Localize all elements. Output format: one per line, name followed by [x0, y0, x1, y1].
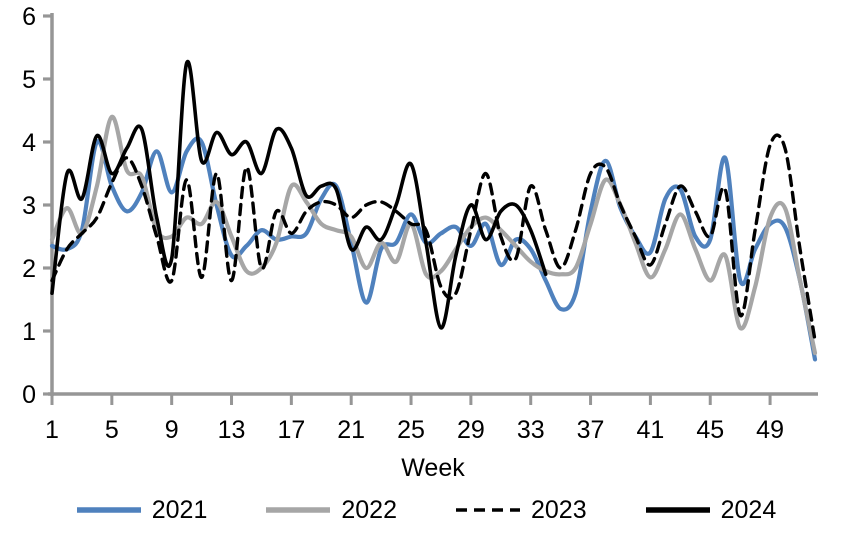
series-line-2022 [49, 114, 818, 356]
x-tick-label: 45 [696, 416, 724, 444]
x-tick-label: 49 [756, 416, 784, 444]
x-tick-label: 29 [457, 416, 485, 444]
x-tick-label: 25 [397, 416, 425, 444]
legend-item-2024: 2024 [645, 495, 777, 524]
legend-swatch-2022 [266, 507, 331, 513]
x-tick-label: 21 [337, 416, 365, 444]
legend-swatch-2021 [76, 507, 141, 513]
x-tick-label: 1 [45, 416, 59, 444]
x-tick-label: 17 [277, 416, 305, 444]
legend-label-2021: 2021 [151, 495, 208, 524]
legend-item-2021: 2021 [76, 495, 208, 524]
x-tick-label: 41 [636, 416, 664, 444]
legend-swatch-2024 [645, 507, 710, 513]
series-line-2023 [50, 133, 817, 343]
legend: 2021 2022 2023 2024 [0, 488, 852, 532]
y-tick-label: 1 [22, 318, 36, 346]
x-tick-label: 9 [165, 416, 179, 444]
x-tick-label: 37 [577, 416, 605, 444]
legend-label-2022: 2022 [341, 495, 397, 524]
x-axis-title: Week [401, 454, 465, 482]
series-line-2021 [49, 136, 818, 362]
series-line-2024 [50, 59, 548, 330]
y-tick-label: 2 [22, 255, 36, 283]
x-tick-label: 5 [105, 416, 119, 444]
y-tick-label: 4 [22, 129, 36, 157]
legend-swatch-2023 [456, 508, 520, 512]
series-lines [49, 59, 818, 362]
y-tick-label: 5 [22, 66, 36, 94]
legend-label-2023: 2023 [531, 495, 587, 524]
y-tick-label: 3 [22, 192, 36, 220]
x-tick-label: 13 [218, 416, 246, 444]
chart-container: 0 1 2 3 4 5 6 1 5 9 13 17 21 25 29 33 37 41 45 49 Week [22, 3, 818, 482]
legend-item-2023: 2023 [455, 495, 587, 524]
y-tick-label: 0 [22, 381, 36, 409]
legend-label-2024: 2024 [720, 495, 777, 524]
y-tick-label: 6 [22, 3, 36, 31]
x-tick-label: 33 [517, 416, 545, 444]
legend-item-2022: 2022 [265, 495, 397, 524]
